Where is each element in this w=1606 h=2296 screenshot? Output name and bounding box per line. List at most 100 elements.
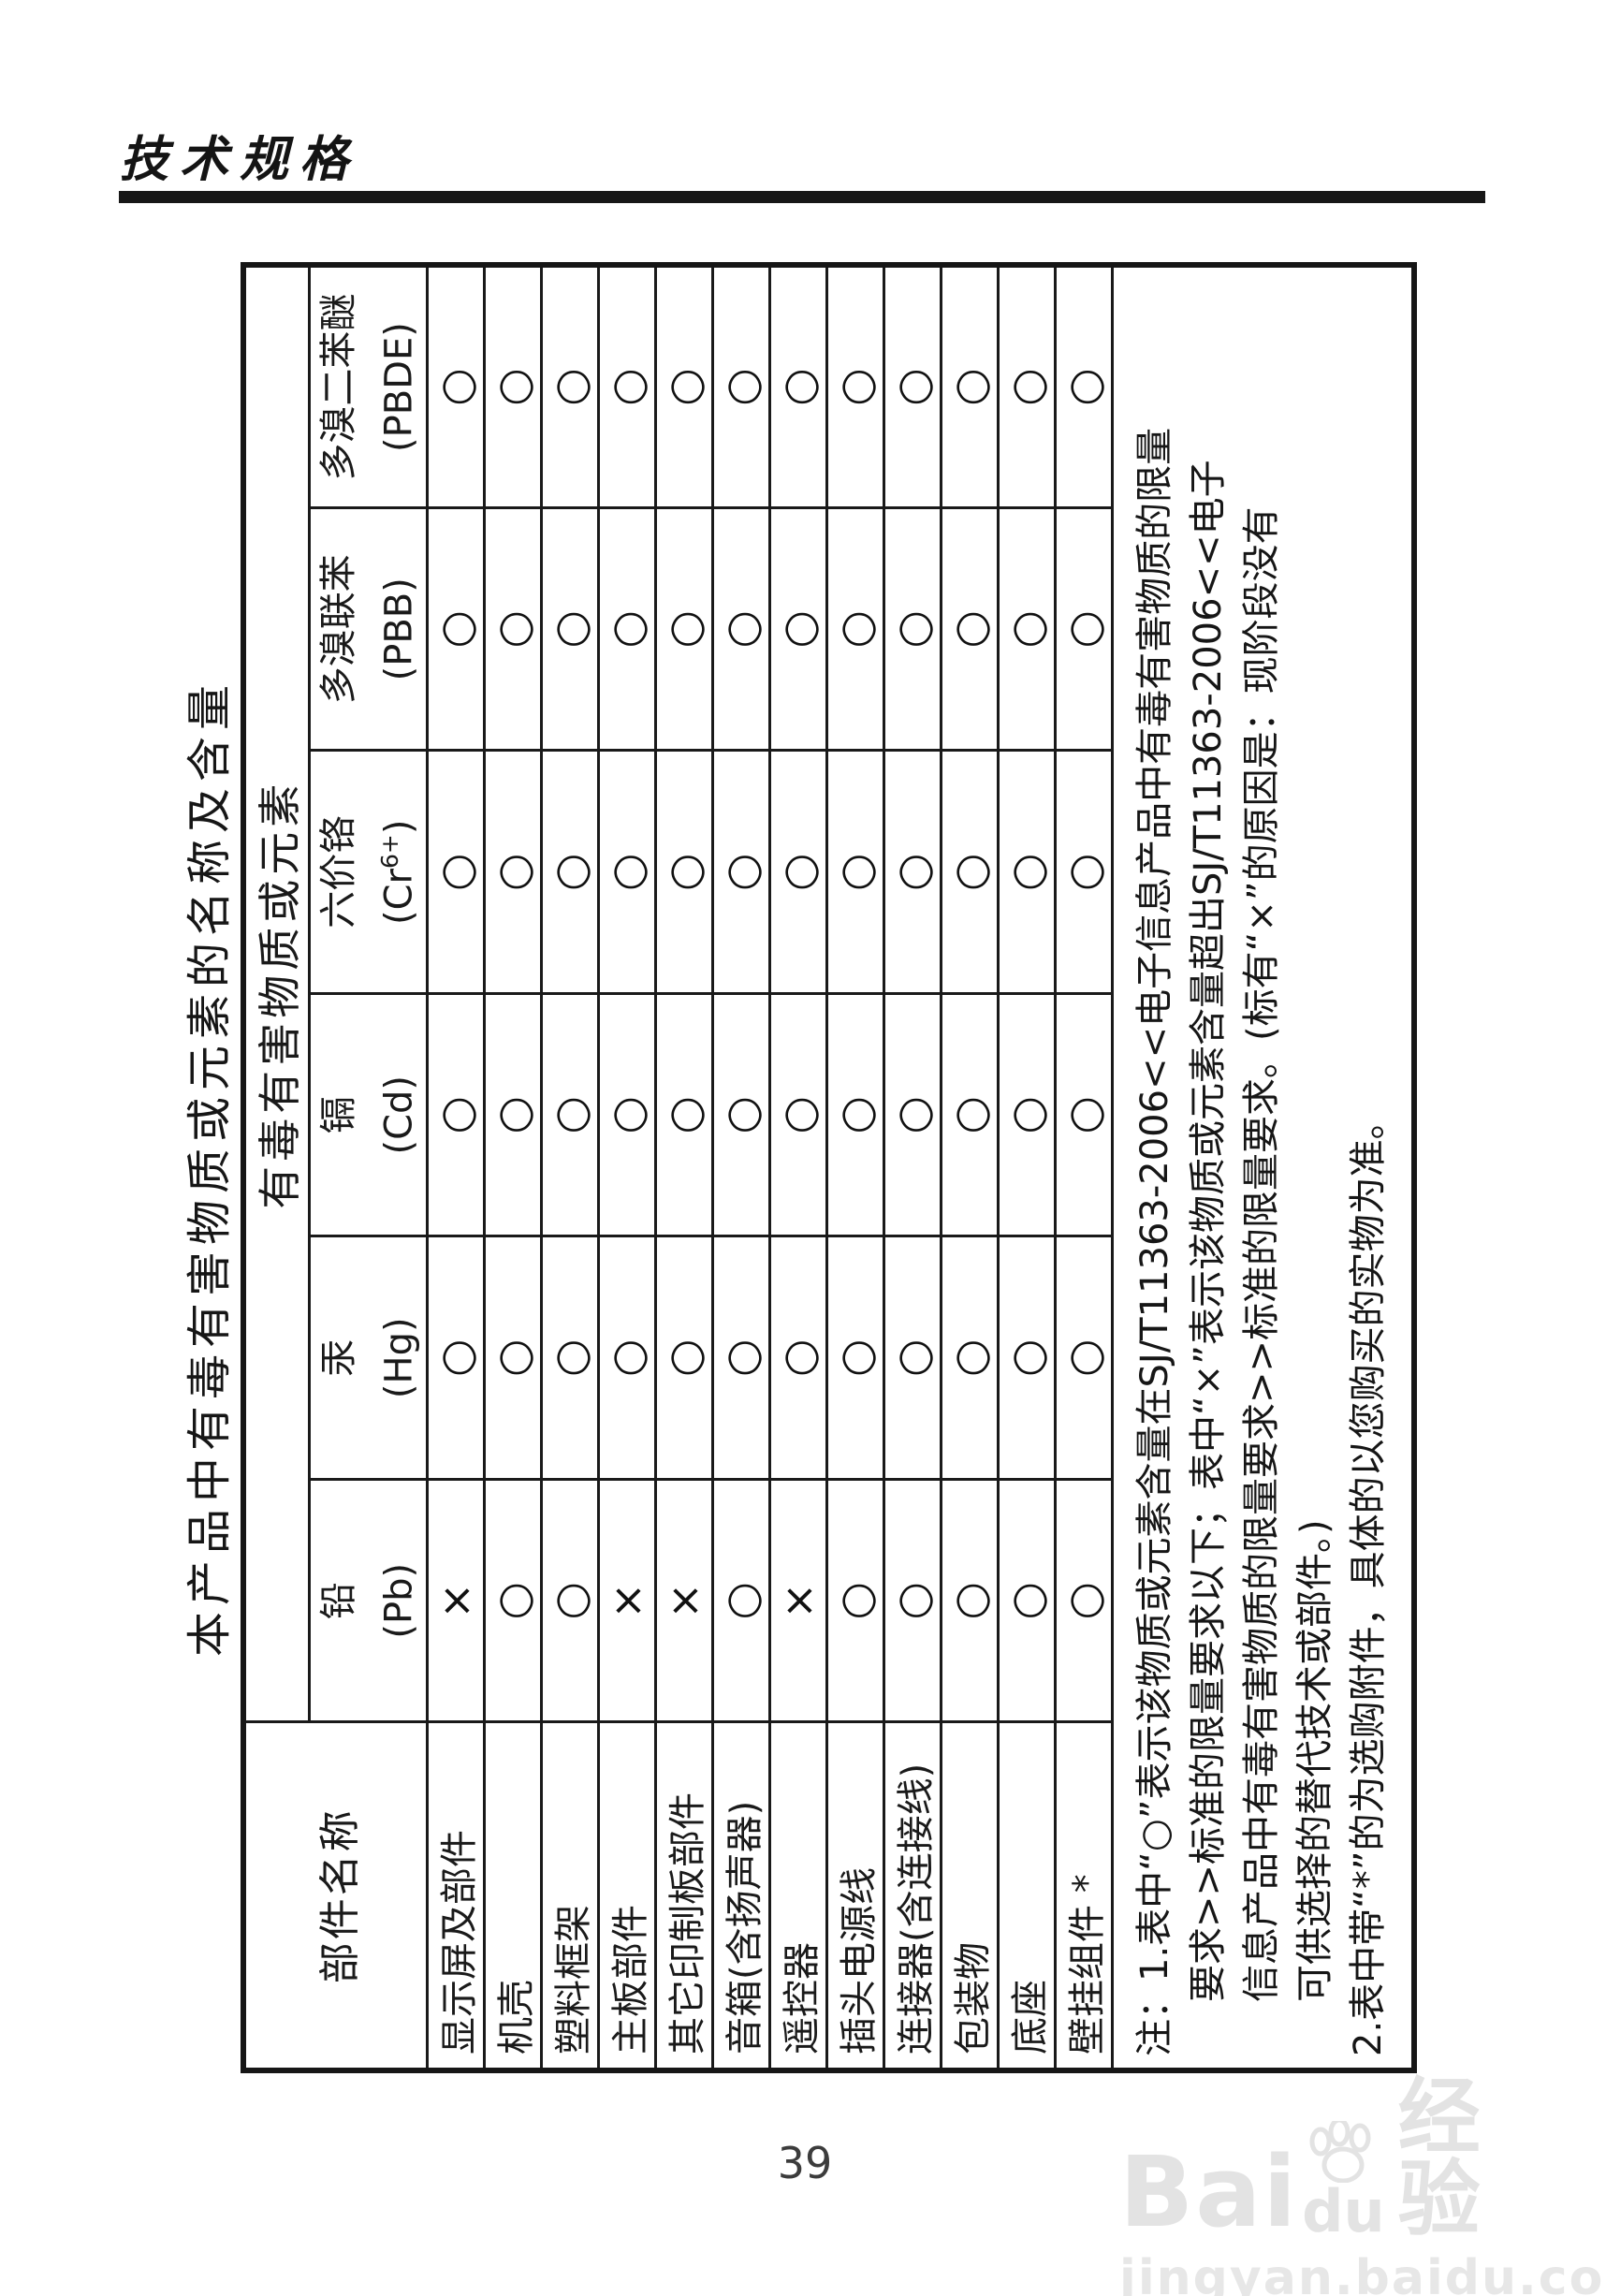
row-component-name: 底座 bbox=[998, 1722, 1056, 2070]
cell-value: ○ bbox=[998, 993, 1056, 1236]
cell-value: ○ bbox=[655, 993, 713, 1236]
cell-value: ○ bbox=[712, 993, 770, 1236]
cell-value: ○ bbox=[427, 507, 485, 751]
page-number: 39 bbox=[777, 2138, 833, 2188]
page-title: 技术规格 bbox=[120, 131, 360, 188]
cell-value: ○ bbox=[1055, 507, 1113, 751]
row-component-name: 遥控器 bbox=[769, 1722, 827, 2070]
row-component-name: 音箱(含扬声器) bbox=[712, 1722, 770, 2070]
cell-value: ○ bbox=[883, 507, 942, 751]
cell-value: ○ bbox=[712, 1479, 770, 1722]
cell-value: ○ bbox=[1055, 265, 1113, 508]
cell-value: ○ bbox=[484, 993, 542, 1236]
col-header-substance-pb: 铅 (Pb) bbox=[309, 1479, 428, 1722]
row-component-name: 塑料框架 bbox=[541, 1722, 599, 2070]
baidu-logo-mid: du bbox=[1302, 2121, 1385, 2241]
table-row: 塑料框架 ○ ○ ○ ○ ○ ○ bbox=[541, 265, 599, 2070]
cell-value: ○ bbox=[541, 1479, 599, 1722]
cell-value: ○ bbox=[1055, 993, 1113, 1236]
cell-value: × bbox=[427, 1479, 485, 1722]
substance-name: 汞 bbox=[317, 1338, 361, 1377]
cell-value: ○ bbox=[484, 1236, 542, 1480]
cell-value: ○ bbox=[941, 507, 999, 751]
cell-value: ○ bbox=[427, 1236, 485, 1480]
cell-value: ○ bbox=[826, 1236, 884, 1480]
cell-value: ○ bbox=[941, 1236, 999, 1480]
table-row: 主板部件 × ○ ○ ○ ○ ○ bbox=[598, 265, 656, 2070]
col-header-component-name: 部件名称 bbox=[243, 1722, 428, 2070]
baidu-logo-du: du bbox=[1302, 2177, 1385, 2245]
cell-value: ○ bbox=[826, 751, 884, 994]
substance-name: 六价铬 bbox=[317, 815, 361, 929]
header-rule bbox=[119, 191, 1485, 203]
cell-value: ○ bbox=[998, 1236, 1056, 1480]
cell-value: ○ bbox=[826, 993, 884, 1236]
row-component-name: 包装物 bbox=[941, 1722, 999, 2070]
cell-value: ○ bbox=[1055, 751, 1113, 994]
cell-value: ○ bbox=[883, 1236, 942, 1480]
cell-value: ○ bbox=[883, 993, 942, 1236]
substance-symbol: (PBDE) bbox=[377, 322, 421, 452]
rohs-table: 部件名称 有毒有害物质或元素 铅 (Pb) 汞 (Hg) 镉 (Cd) bbox=[241, 262, 1417, 2073]
cell-value: ○ bbox=[712, 751, 770, 994]
cell-value: ○ bbox=[541, 265, 599, 508]
cell-value: ○ bbox=[712, 1236, 770, 1480]
cell-value: ○ bbox=[541, 993, 599, 1236]
cell-value: ○ bbox=[883, 265, 942, 508]
baidu-logo: Bai du 经验 bbox=[1119, 2069, 1559, 2247]
cell-value: ○ bbox=[769, 993, 827, 1236]
cell-value: ○ bbox=[484, 507, 542, 751]
cell-value: ○ bbox=[655, 507, 713, 751]
cell-value: ○ bbox=[883, 1479, 942, 1722]
cell-value: ○ bbox=[541, 751, 599, 994]
cell-value: ○ bbox=[998, 1479, 1056, 1722]
row-component-name: 壁挂组件 * bbox=[1055, 1722, 1113, 2070]
substance-name: 镉 bbox=[317, 1096, 361, 1134]
substance-symbol: (Cd) bbox=[377, 1075, 421, 1155]
cell-value: ○ bbox=[998, 751, 1056, 994]
cell-value: ○ bbox=[769, 1236, 827, 1480]
table-notes: 注：1.表中“○”表示该物质或元素含量在SJ/T11363-2006<<电子信息… bbox=[1112, 265, 1414, 2070]
substance-symbol: (Cr6+) bbox=[376, 819, 421, 925]
cell-value: ○ bbox=[655, 1236, 713, 1480]
substance-symbol: (PBB) bbox=[377, 578, 421, 681]
cell-value: ○ bbox=[598, 751, 656, 994]
table-row: 音箱(含扬声器) ○ ○ ○ ○ ○ ○ bbox=[712, 265, 770, 2070]
baidu-logo-jingyan: 经验 bbox=[1397, 2069, 1484, 2247]
table-row: 机壳 ○ ○ ○ ○ ○ ○ bbox=[484, 265, 542, 2070]
table-row: 连接器(含连接线) ○ ○ ○ ○ ○ ○ bbox=[883, 265, 942, 2070]
note-line-5: 2.表中带“*”的为选购附件，具体的以您购买的实物为准。 bbox=[1347, 1102, 1390, 2056]
note-line-3: 信息产品中有毒有害物质的限量要求>>标准的限量要求。(标有“×”的原因是：现阶段… bbox=[1240, 506, 1283, 2002]
row-component-name: 插头电源线 bbox=[826, 1722, 884, 2070]
cell-value: × bbox=[598, 1479, 656, 1722]
row-component-name: 连接器(含连接线) bbox=[883, 1722, 942, 2070]
cell-value: ○ bbox=[769, 265, 827, 508]
rohs-table-rotated: 本产品中有毒有害物质或元素的名称及含量 部件名称 有毒有害物质或元素 铅 (Pb… bbox=[182, 262, 1417, 2073]
cell-value: ○ bbox=[427, 751, 485, 994]
table-caption: 本产品中有毒有害物质或元素的名称及含量 bbox=[183, 679, 236, 1658]
cell-value: ○ bbox=[1055, 1236, 1113, 1480]
substance-name: 多溴二苯醚 bbox=[317, 293, 361, 481]
cell-value: ○ bbox=[598, 265, 656, 508]
table-row: 包装物 ○ ○ ○ ○ ○ ○ bbox=[941, 265, 999, 2070]
cell-value: × bbox=[655, 1479, 713, 1722]
note-line-2: 要求>>标准的限量要求以下；表中“×”表示该物质或元素含量超出SJ/T11363… bbox=[1187, 460, 1230, 2002]
col-header-substance-cr6: 六价铬 (Cr6+) bbox=[309, 751, 428, 994]
col-header-substance-hg: 汞 (Hg) bbox=[309, 1236, 428, 1480]
cell-value: ○ bbox=[427, 993, 485, 1236]
row-component-name: 主板部件 bbox=[598, 1722, 656, 2070]
substance-symbol: (Hg) bbox=[377, 1317, 421, 1399]
col-header-substances-group: 有毒有害物质或元素 bbox=[243, 265, 310, 1722]
cell-value: ○ bbox=[484, 751, 542, 994]
cell-value: ○ bbox=[998, 507, 1056, 751]
cell-value: ○ bbox=[941, 751, 999, 994]
col-header-substance-cd: 镉 (Cd) bbox=[309, 993, 428, 1236]
baidu-watermark: Bai du 经验 jingyan.baidu.com bbox=[1119, 2069, 1606, 2296]
cell-value: ○ bbox=[769, 507, 827, 751]
baidu-watermark-url: jingyan.baidu.com bbox=[1119, 2250, 1606, 2296]
cell-value: ○ bbox=[941, 993, 999, 1236]
row-component-name: 显示屏及部件 bbox=[427, 1722, 485, 2070]
cell-value: ○ bbox=[655, 265, 713, 508]
note-line-1: 注：1.表中“○”表示该物质或元素含量在SJ/T11363-2006<<电子信息… bbox=[1133, 427, 1176, 2056]
